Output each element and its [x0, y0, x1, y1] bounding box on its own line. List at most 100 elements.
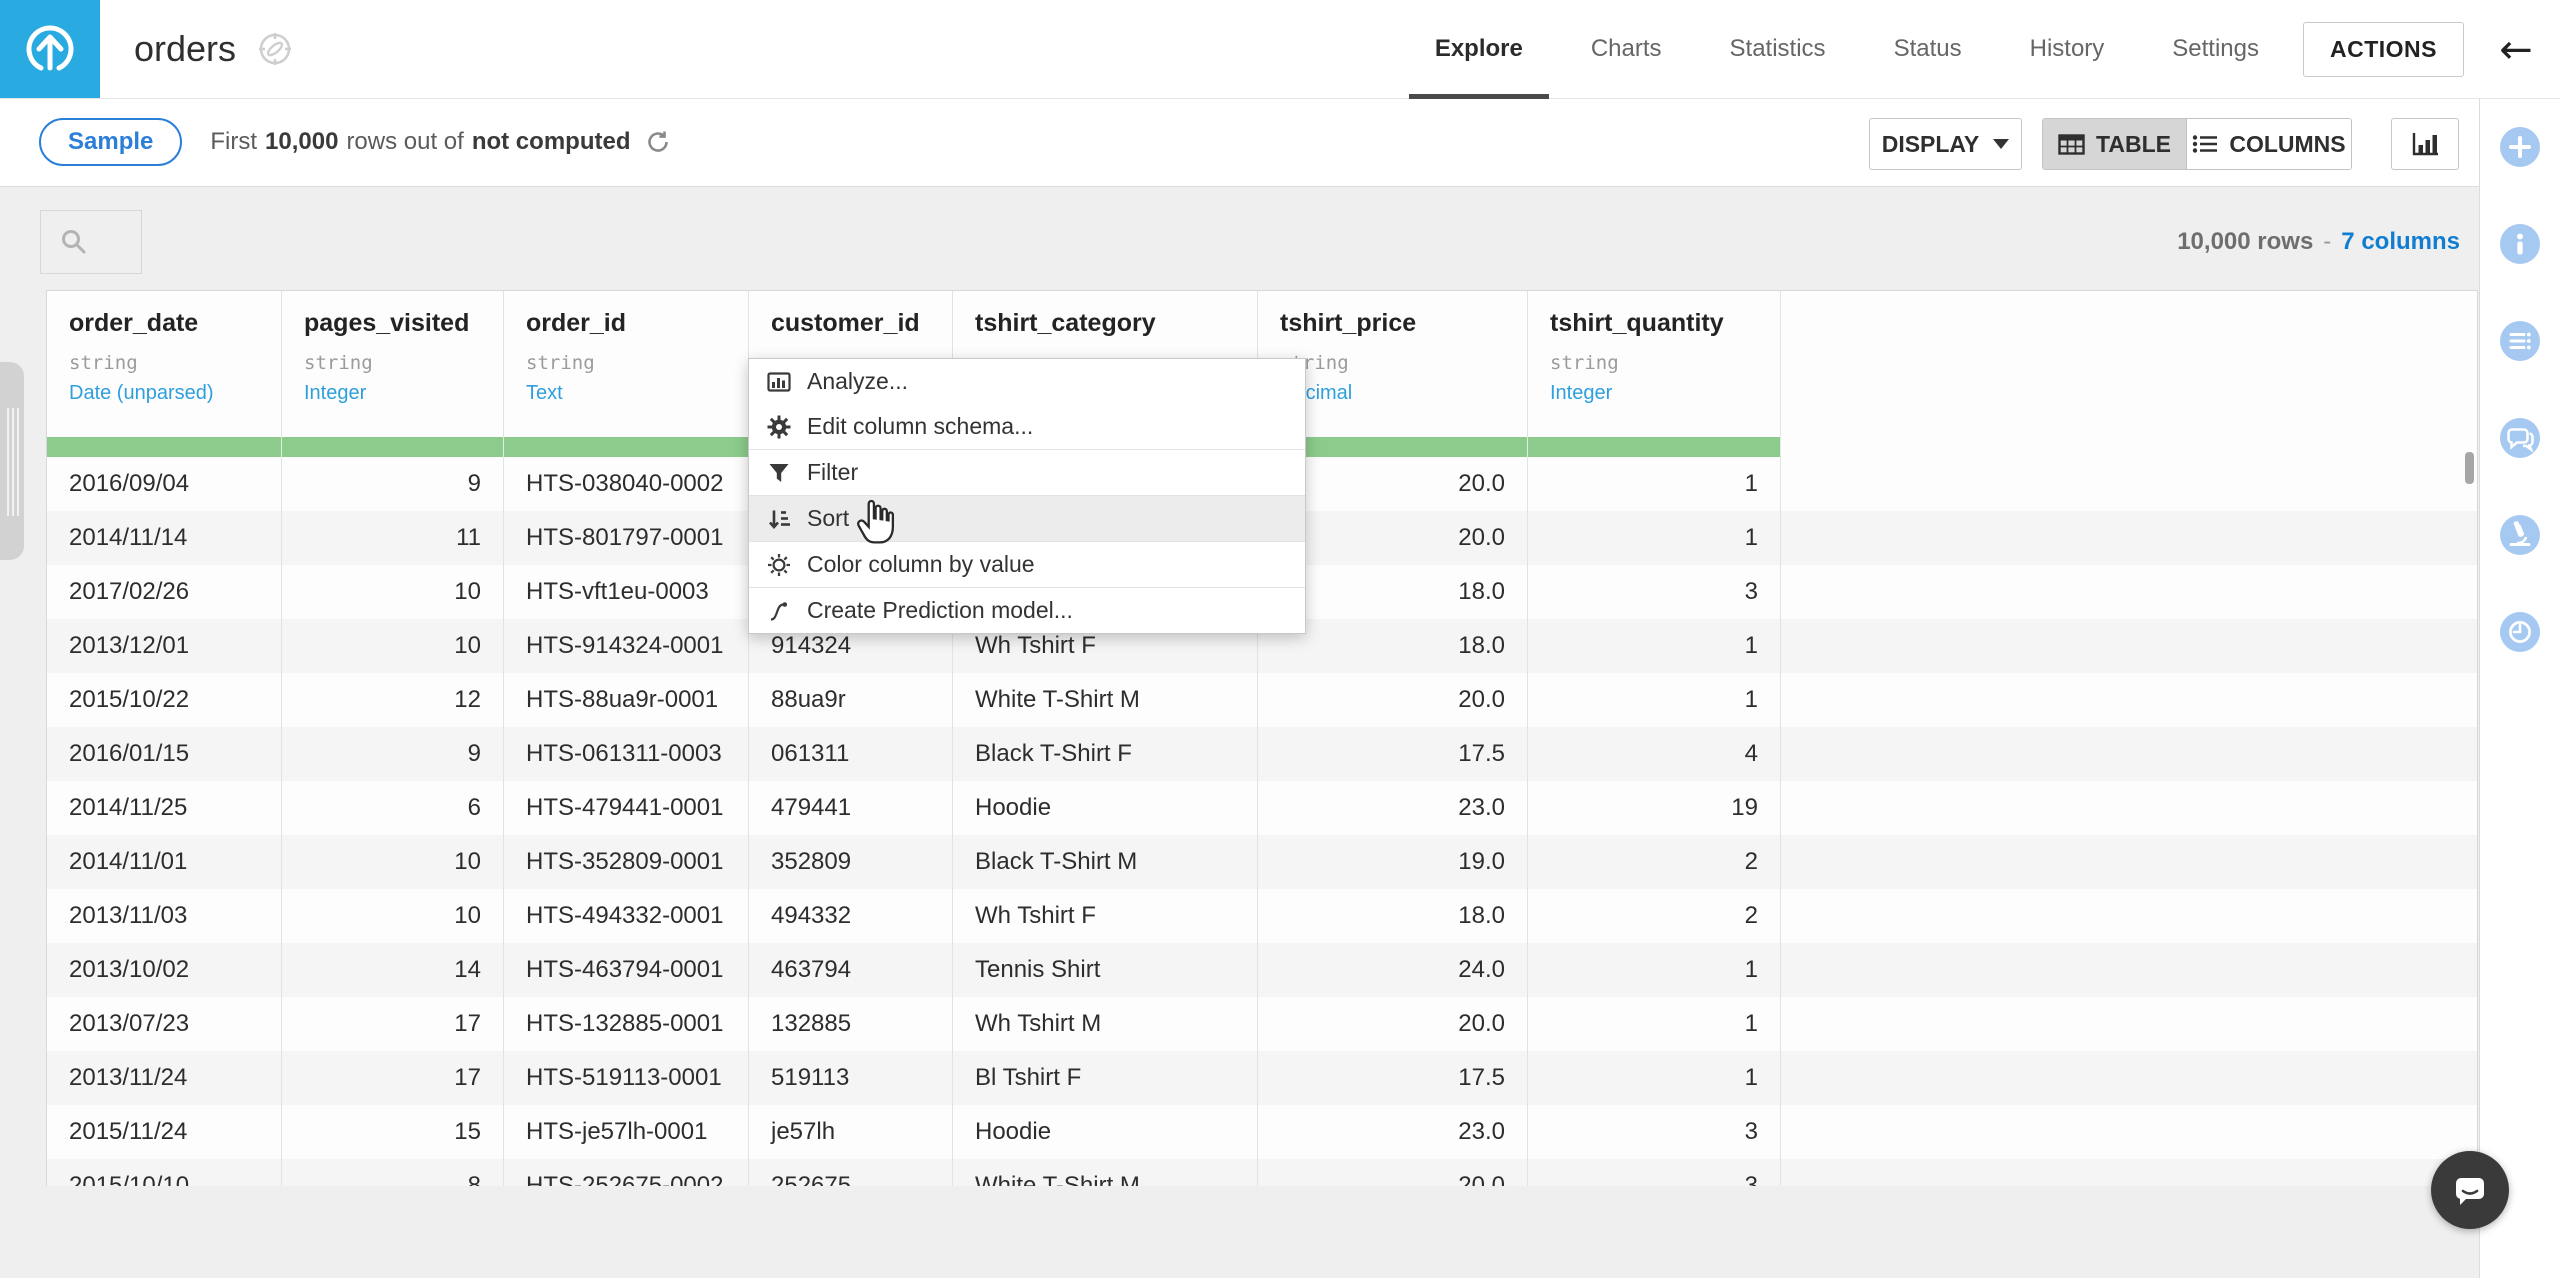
column-name: tshirt_price [1280, 309, 1417, 337]
table-cell: 2016/09/04 [47, 457, 282, 511]
bar-chart-icon [2412, 133, 2438, 156]
table-cell: 23.0 [1258, 1105, 1528, 1159]
quick-chart-button[interactable] [2391, 118, 2459, 170]
column-name: order_date [69, 309, 199, 337]
nav-tabs: Explore Charts Statistics Status History Sett… [1408, 0, 2285, 99]
tab-settings[interactable]: Settings [2172, 35, 2259, 62]
table-cell: HTS-463794-0001 [504, 943, 749, 997]
table-cell: HTS-132885-0001 [504, 997, 749, 1051]
table-cell: 18.0 [1258, 565, 1528, 619]
table-cell: Wh Tshirt F [953, 889, 1258, 943]
table-cell: 3 [1528, 565, 1781, 619]
table-cell: 2015/10/10 [47, 1159, 282, 1186]
tab-status[interactable]: Status [1893, 35, 1962, 62]
column-meaning[interactable]: Date (unparsed) [69, 382, 214, 404]
table-cell: 1 [1528, 997, 1781, 1051]
table-cell: HTS-801797-0001 [504, 511, 749, 565]
table-row: 2014/11/01 10 HTS-352809-0001 352809 Black T… [47, 835, 2477, 889]
table-view-button[interactable]: TABLE [2043, 119, 2187, 169]
table-cell: 3 [1528, 1159, 1781, 1186]
columns-view-label: COLUMNS [2229, 130, 2346, 157]
sidebar-details-button[interactable] [2500, 321, 2540, 361]
sidebar-discussions-button[interactable] [2500, 418, 2540, 458]
chat-bubble-icon [2456, 1178, 2484, 1205]
table-cell: 061311 [749, 727, 953, 781]
details-icon [2500, 321, 2540, 361]
menu-item-color-column-by-value[interactable]: Color column by value [749, 541, 1305, 587]
sidebar-info-button[interactable] [2500, 224, 2540, 264]
refresh-sample-icon[interactable] [644, 128, 672, 156]
help-chat-button[interactable] [2431, 1151, 2509, 1229]
actions-button[interactable]: ACTIONS [2303, 21, 2464, 77]
sidebar-add-button[interactable] [2500, 127, 2540, 167]
menu-item-analyze[interactable]: Analyze... [749, 359, 1305, 404]
sample-button[interactable]: Sample [39, 118, 183, 166]
tab-history[interactable]: History [2029, 35, 2105, 62]
sidebar-lab-button[interactable] [2500, 515, 2540, 555]
menu-item-create-prediction-model[interactable]: Create Prediction model... [749, 587, 1305, 633]
table-row: 2013/07/23 17 HTS-132885-0001 132885 Wh Tshi… [47, 997, 2477, 1051]
column-header-tshirt_quantity[interactable]: tshirt_quantity string Integer [1528, 291, 1781, 437]
tab-explore[interactable]: Explore [1408, 0, 1549, 99]
vertical-scrollbar-thumb[interactable] [2465, 452, 2474, 484]
table-cell: Tennis Shirt [953, 943, 1258, 997]
column-meaning[interactable]: Decimal [1280, 382, 1353, 404]
collapse-panel-arrow-icon[interactable]: ← [2499, 27, 2533, 73]
table-cell: Wh Tshirt M [953, 997, 1258, 1051]
table-cell: HTS-vft1eu-0003 [504, 565, 749, 619]
table-cell: 8 [282, 1159, 504, 1186]
table-row: 2017/02/26 10 HTS-vft1eu-0003 18.0 3 [47, 565, 2477, 619]
table-cell: 19.0 [1258, 835, 1528, 889]
table-row: 2013/10/02 14 HTS-463794-0001 463794 Tennis … [47, 943, 2477, 997]
menu-item-label: Create Prediction model... [807, 597, 1073, 623]
tab-statistics[interactable]: Statistics [1729, 35, 1826, 62]
column-header-order_date[interactable]: order_date string Date (unparsed) [47, 291, 282, 437]
columns-list-icon [2193, 135, 2218, 153]
column-meaning[interactable]: Integer [1550, 382, 1613, 404]
upload-arrow-icon [26, 25, 74, 71]
table-cell: 2015/10/22 [47, 673, 282, 727]
table-cell: 12 [282, 673, 504, 727]
table-cell: Black T-Shirt M [953, 835, 1258, 889]
table-cell: Hoodie [953, 781, 1258, 835]
lab-icon [2500, 515, 2540, 555]
menu-item-label: Sort [807, 505, 850, 531]
table-cell: HTS-je57lh-0001 [504, 1105, 749, 1159]
columns-view-button[interactable]: COLUMNS [2187, 119, 2351, 169]
column-count-link[interactable]: 7 columns [2341, 228, 2460, 255]
column-header-pages_visited[interactable]: pages_visited string Integer [282, 291, 504, 437]
table-cell: 24.0 [1258, 943, 1528, 997]
menu-item-edit-column-schema[interactable]: Edit column schema... [749, 404, 1305, 449]
dataset-logo[interactable] [0, 0, 100, 98]
model-icon [764, 599, 794, 623]
menu-item-filter[interactable]: Filter [749, 449, 1305, 495]
table-cell: 17.5 [1258, 727, 1528, 781]
display-dropdown-button[interactable]: DISPLAY [1869, 118, 2022, 170]
table-row: 2015/10/10 8 HTS-252675-0002 252675 White T-… [47, 1159, 2477, 1186]
table-cell: 15 [282, 1105, 504, 1159]
table-cell: 2013/07/23 [47, 997, 282, 1051]
table-row: 2014/11/25 6 HTS-479441-0001 479441 Hoodie 23… [47, 781, 2477, 835]
sort-icon [764, 507, 794, 531]
table-cell: 2016/01/15 [47, 727, 282, 781]
column-storage-type: string [304, 352, 373, 374]
column-storage-type: string [1280, 352, 1349, 374]
column-header-order_id[interactable]: order_id string Text [504, 291, 749, 437]
table-cell: 11 [282, 511, 504, 565]
menu-item-sort[interactable]: Sort [749, 495, 1305, 541]
search-input[interactable] [40, 210, 142, 274]
table-cell: 14 [282, 943, 504, 997]
table-cell: 463794 [749, 943, 953, 997]
column-meaning[interactable]: Integer [304, 382, 367, 404]
column-meaning[interactable]: Text [526, 382, 563, 404]
table-cell: Hoodie [953, 1105, 1258, 1159]
table-cell: 10 [282, 889, 504, 943]
table-grid-icon [2058, 133, 2085, 155]
sidebar-timeline-button[interactable] [2500, 612, 2540, 652]
tab-charts[interactable]: Charts [1590, 35, 1662, 62]
table-cell: 3 [1528, 1105, 1781, 1159]
table-row: 2013/11/24 17 HTS-519113-0001 519113 Bl Tshi… [47, 1051, 2477, 1105]
table-body: 2016/09/04 9 HTS-038040-0002 20.0 1 2014/11/1… [47, 457, 2477, 1186]
table-view-label: TABLE [2096, 130, 2171, 157]
left-drawer-handle[interactable] [0, 362, 24, 560]
